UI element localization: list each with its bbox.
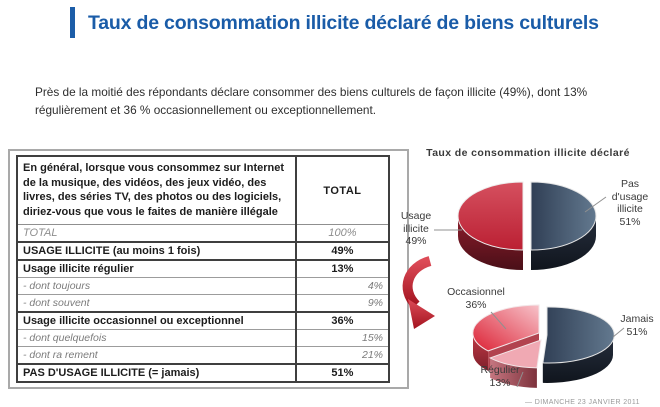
survey-table-head: En général, lorsque vous consommez sur I… bbox=[17, 156, 389, 225]
callout-occasionnel: Occasionnel 36% bbox=[447, 286, 505, 311]
total-column-header: TOTAL bbox=[323, 184, 362, 197]
callout-pas-usage: Pas d'usage illicite 51% bbox=[611, 178, 649, 228]
survey-table: En général, lorsque vous consommez sur I… bbox=[16, 155, 390, 383]
row-label: - dont ra rement bbox=[17, 346, 297, 364]
question-header: En général, lorsque vous consommez sur I… bbox=[17, 156, 297, 225]
row-label: - dont toujours bbox=[17, 277, 297, 295]
row-label: - dont souvent bbox=[17, 294, 297, 312]
survey-table-frame: En général, lorsque vous consommez sur I… bbox=[8, 149, 409, 389]
row-value: 21% bbox=[295, 346, 389, 364]
page-title: Taux de consommation illicite déclaré de… bbox=[88, 12, 599, 34]
pie-charts-graphic bbox=[402, 181, 625, 388]
top-pie bbox=[434, 181, 607, 270]
row-value: 9% bbox=[295, 294, 389, 312]
row-value: 36% bbox=[295, 311, 389, 330]
row-label: TOTAL bbox=[17, 224, 297, 242]
intro-paragraph: Près de la moitié des répondants déclare… bbox=[35, 85, 588, 117]
table-row: - dont quelquefois 15% bbox=[17, 329, 389, 347]
leader-line-occasionnel bbox=[490, 311, 507, 330]
leader-line-pas-usage bbox=[584, 196, 607, 213]
table-row: - dont toujours 4% bbox=[17, 277, 389, 295]
callout-jamais: Jamais 51% bbox=[620, 313, 654, 338]
table-row: Usage illicite occasionnel ou exceptionn… bbox=[17, 311, 389, 330]
callout-usage-illicite: Usage illicite 49% bbox=[400, 210, 432, 247]
table-row: USAGE ILLICITE (au moins 1 fois) 49% bbox=[17, 241, 389, 260]
callout-regulier: Régulier 13% bbox=[480, 364, 520, 389]
row-value: 100% bbox=[295, 224, 389, 242]
table-row: - dont ra rement 21% bbox=[17, 346, 389, 364]
row-label: USAGE ILLICITE (au moins 1 fois) bbox=[17, 241, 297, 260]
table-row: Usage illicite régulier 13% bbox=[17, 259, 389, 278]
row-value: 4% bbox=[295, 277, 389, 295]
table-header-row: En général, lorsque vous consommez sur I… bbox=[17, 156, 389, 225]
bottom-pie bbox=[472, 304, 625, 388]
chart-title: Taux de consommation illicite déclaré bbox=[426, 147, 630, 159]
row-label: Usage illicite régulier bbox=[17, 259, 297, 278]
bottom-pie-slice-regulier bbox=[488, 339, 542, 388]
row-value: 51% bbox=[295, 363, 389, 382]
row-value: 13% bbox=[295, 259, 389, 278]
table-row: TOTAL 100% bbox=[17, 224, 389, 242]
row-label: PAS D'USAGE ILLICITE (= jamais) bbox=[17, 363, 297, 382]
leader-line-regulier bbox=[516, 371, 524, 388]
survey-table-body: TOTAL 100% USAGE ILLICITE (au moins 1 fois… bbox=[17, 224, 389, 382]
top-pie-slice-usage-illicite bbox=[457, 181, 524, 270]
footer-date: — DIMANCHE 23 JANVIER 2011 bbox=[525, 399, 640, 406]
title-accent-bar bbox=[70, 7, 75, 38]
row-label: - dont quelquefois bbox=[17, 329, 297, 347]
red-curved-arrow bbox=[402, 256, 435, 329]
row-value: 15% bbox=[295, 329, 389, 347]
top-pie-slice-pas-usage bbox=[530, 181, 597, 270]
row-label: Usage illicite occasionnel ou exceptionn… bbox=[17, 311, 297, 330]
leader-line-jamais bbox=[612, 327, 625, 338]
row-value: 49% bbox=[295, 241, 389, 260]
bottom-pie-slice-jamais bbox=[542, 306, 615, 383]
table-row: PAS D'USAGE ILLICITE (= jamais) 51% bbox=[17, 363, 389, 382]
table-row: - dont souvent 9% bbox=[17, 294, 389, 312]
